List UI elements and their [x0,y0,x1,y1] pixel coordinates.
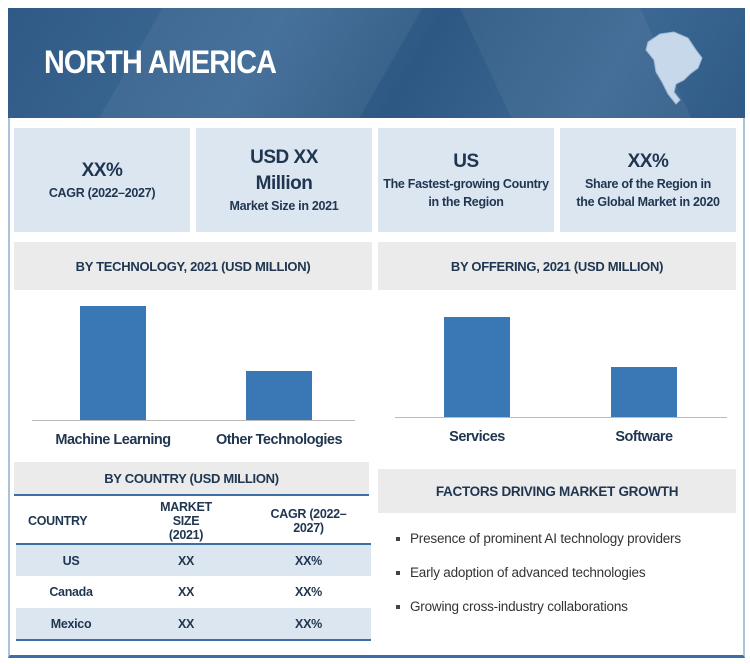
column-header-market-size: MARKET SIZE (2021) [160,499,212,542]
table-row: US XX XX% [16,544,371,576]
offering-bar-chart [395,317,727,418]
kpi-value: XX% [81,160,123,181]
cell-cagr: XX% [295,585,322,599]
cell-market-size: XX [177,585,195,599]
cell-market-size: XX [177,616,195,631]
offering-chart-title: BY OFFERING, 2021 (USD MILLION) [378,242,736,290]
cell-country: Canada [49,585,93,599]
table-row: Canada XX XX% [16,576,371,608]
header-banner [8,8,745,118]
cell-country: Mexico [50,616,92,631]
tick-label-services: Services [449,429,505,445]
bullet-icon [396,605,400,610]
factor-text: Presence of prominent AI technology prov… [410,531,681,546]
cell-country: US [62,553,80,568]
factor-item: Growing cross-industry collaborations [396,599,628,614]
north-america-map-icon [645,31,703,105]
kpi-fastest-country: US The Fastest-growing Country in the Re… [378,128,554,232]
kpi-label: Share of the Region in [584,177,712,191]
country-table-title: BY COUNTRY (USD MILLION) [14,462,369,496]
cell-cagr: XX% [295,553,322,568]
cell-market-size: XX [177,553,195,568]
factor-text: Growing cross-industry collaborations [410,599,628,614]
kpi-value: US [453,151,479,172]
bullet-icon [396,571,400,576]
bullet-icon [396,537,400,542]
tick-label-machine-learning: Machine Learning [55,432,171,448]
kpi-value: USD XX [250,147,318,168]
tick-label-other-technologies: Other Technologies [215,432,343,448]
kpi-label-2: the Global Market in 2020 [576,195,720,209]
kpi-label: Market Size in 2021 [229,199,339,213]
factor-item: Early adoption of advanced technologies [396,565,646,580]
factor-text: Early adoption of advanced technologies [410,565,646,580]
factors-title: FACTORS DRIVING MARKET GROWTH [378,469,736,513]
column-header-cagr: CAGR (2022–2027) [270,506,347,535]
tick-label-software: Software [615,429,673,445]
technology-chart-title: BY TECHNOLOGY, 2021 (USD MILLION) [14,242,372,290]
bar-other-technologies [246,370,312,420]
kpi-label: CAGR (2022–2027) [48,186,156,200]
technology-bar-chart [32,306,355,421]
kpi-share: XX% Share of the Region in the Global Ma… [560,128,736,232]
column-header-country: COUNTRY [28,513,88,528]
kpi-value-unit: Million [255,173,313,194]
page-title: NORTH AMERICA [44,44,277,80]
kpi-label-2: in the Region [428,195,504,209]
bar-software [611,367,677,417]
factor-item: Presence of prominent AI technology prov… [396,531,681,546]
cell-cagr: XX% [295,616,322,631]
table-row: Mexico XX XX% [16,608,371,640]
kpi-cagr: XX% CAGR (2022–2027) [14,128,190,232]
kpi-label: The Fastest-growing Country [383,177,549,191]
bar-machine-learning [80,306,146,420]
bar-services [444,317,510,417]
country-table: COUNTRY MARKET SIZE (2021) CAGR (2022–20… [16,498,371,641]
table-header-row: COUNTRY MARKET SIZE (2021) CAGR (2022–20… [16,498,371,544]
kpi-market-size: USD XX Million Market Size in 2021 [196,128,372,232]
kpi-value: XX% [627,151,669,172]
